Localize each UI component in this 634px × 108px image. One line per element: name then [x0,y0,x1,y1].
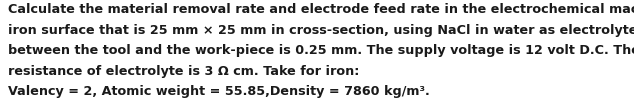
Text: between the tool and the work-piece is 0.25 mm. The supply voltage is 12 volt D.: between the tool and the work-piece is 0… [8,44,634,57]
Text: iron surface that is 25 mm × 25 mm in cross-section, using NaCl in water as elec: iron surface that is 25 mm × 25 mm in cr… [8,24,634,37]
Text: Valency = 2, Atomic weight = 55.85,Density = 7860 kg/m³.: Valency = 2, Atomic weight = 55.85,Densi… [8,85,429,98]
Text: Calculate the material removal rate and electrode feed rate in the electrochemic: Calculate the material removal rate and … [8,3,634,16]
Text: resistance of electrolyte is 3 Ω cm. Take for iron:: resistance of electrolyte is 3 Ω cm. Tak… [8,65,359,78]
